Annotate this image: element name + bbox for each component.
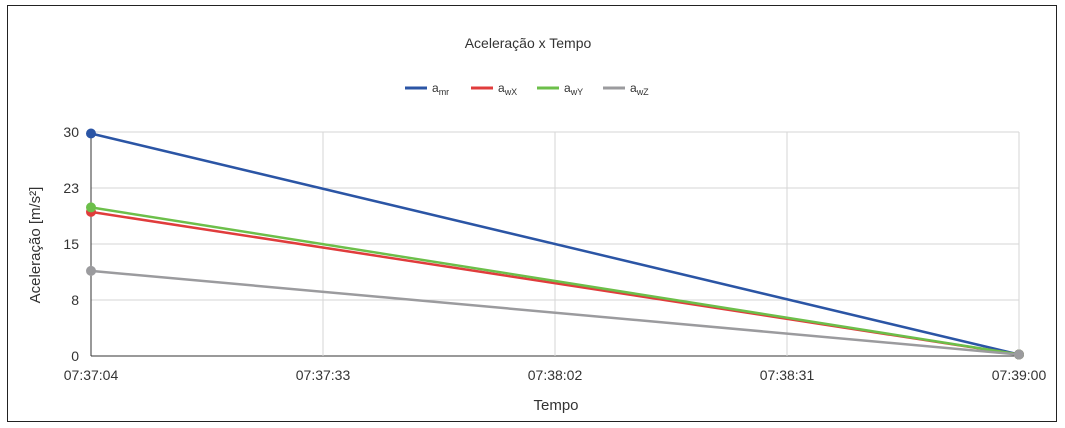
x-axis: 07:37:04 07:37:33 07:38:02 07:38:31 07:39:00	[64, 367, 1047, 383]
chart-title: Aceleração x Tempo	[465, 35, 592, 51]
y-tick-label: 30	[63, 124, 79, 140]
legend-label: awY	[564, 81, 583, 97]
legend-label: awZ	[630, 81, 649, 97]
legend: amr awX awY awZ	[405, 81, 649, 97]
series-line-awy	[90, 206, 1020, 356]
series-line-amr	[90, 132, 1020, 356]
y-tick-label: 23	[63, 180, 79, 196]
x-tick-label: 07:37:04	[64, 367, 119, 383]
grid	[90, 131, 1020, 357]
x-tick-label: 07:38:02	[528, 367, 583, 383]
y-tick-label: 15	[63, 236, 79, 252]
legend-item-awy: awY	[537, 81, 583, 97]
data-point-amr	[86, 128, 96, 139]
x-axis-title: Tempo	[533, 397, 578, 414]
legend-item-amr: amr	[405, 81, 449, 97]
x-tick-label: 07:38:31	[760, 367, 815, 383]
legend-item-awx: awX	[471, 81, 517, 97]
series-group	[86, 128, 1024, 360]
y-tick-label: 8	[71, 292, 79, 308]
y-axis-title: Aceleração [m/s²]	[27, 187, 44, 304]
data-point-awz	[1014, 349, 1024, 360]
series-line-awz	[90, 269, 1020, 356]
legend-label: amr	[432, 81, 449, 97]
x-tick-label: 07:39:00	[992, 367, 1047, 383]
data-point-awy	[86, 202, 96, 213]
x-tick-label: 07:37:33	[296, 367, 351, 383]
legend-item-awz: awZ	[603, 81, 649, 97]
chart-frame	[7, 5, 1057, 422]
y-axis: 0 8 15 23 30	[63, 124, 79, 364]
y-tick-label: 0	[71, 348, 79, 364]
legend-label: awX	[498, 81, 517, 97]
data-point-awz	[86, 265, 96, 276]
